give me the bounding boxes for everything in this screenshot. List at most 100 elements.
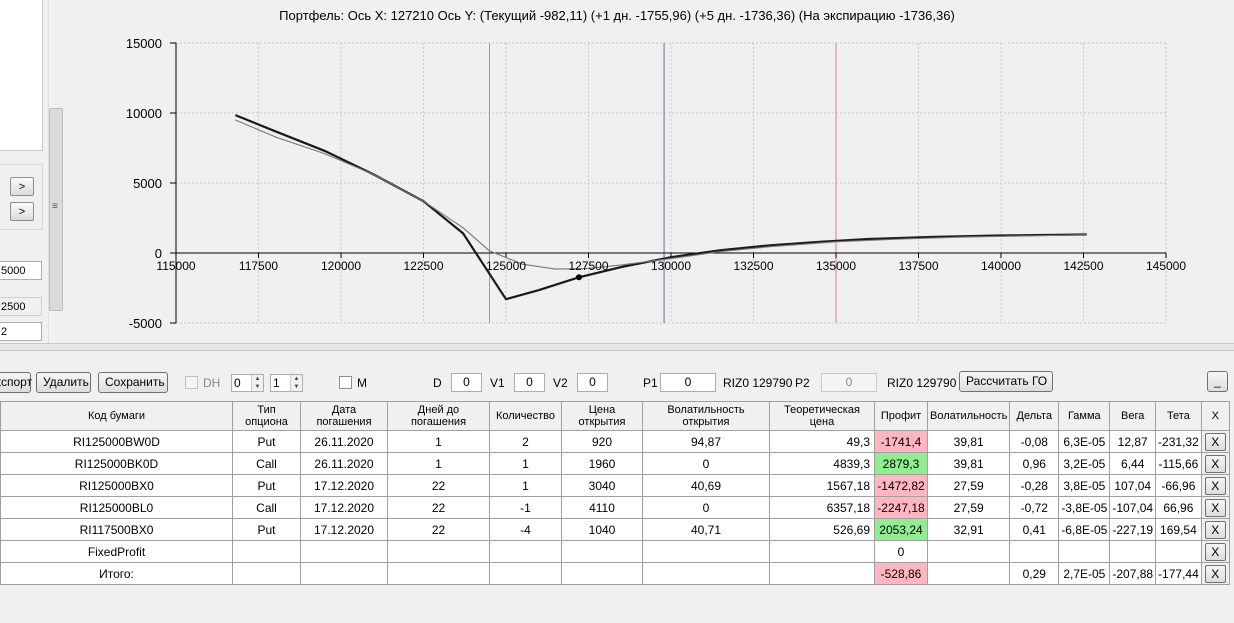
cell-theo[interactable]: 6357,18 [769,496,875,519]
cell-qty[interactable]: -4 [489,518,562,541]
cell-open-price[interactable]: 920 [561,430,643,453]
cell-gamma[interactable]: 3,8E-05 [1058,474,1111,497]
cell-code[interactable]: RI117500BX0 [0,518,233,541]
col-header-vega[interactable]: Вега [1109,401,1157,431]
cell-profit[interactable]: -1741,4 [874,430,928,453]
v1-input[interactable]: 0 [514,373,545,392]
spin-1-up-icon[interactable]: ▲ [251,375,263,383]
col-header-theta[interactable]: Тета [1155,401,1202,431]
cell-type[interactable]: Put [232,430,301,453]
cell-type[interactable]: Call [232,496,301,519]
left-field-1[interactable]: 5000 [0,261,42,280]
next-button-2[interactable]: > [10,202,34,221]
minimize-button[interactable]: _ [1207,371,1228,392]
remove-row-button[interactable]: X [1204,564,1226,583]
col-header-date[interactable]: Дата погашения [300,401,388,431]
p1-input[interactable]: 0 [660,373,716,392]
remove-row-button[interactable]: X [1204,520,1226,539]
table-row[interactable]: RI117500BX0 Put 17.12.2020 22 -4 1040 40… [0,518,1230,541]
d-input[interactable]: 0 [451,373,482,392]
cell-vol[interactable]: 39,81 [926,430,1011,453]
col-header-profit[interactable]: Профит [874,401,928,431]
next-button-1[interactable]: > [10,177,34,196]
col-header-vol[interactable]: Волатильность [926,401,1011,431]
cell-vega[interactable]: 107,04 [1109,474,1157,497]
cell-gamma[interactable]: -3,8E-05 [1058,496,1111,519]
cell-profit[interactable]: 2053,24 [874,518,928,541]
cell-open-price[interactable]: 4110 [561,496,643,519]
spin-2[interactable]: 1 ▲ ▼ [270,374,303,392]
col-header-delta[interactable]: Дельта [1009,401,1060,431]
cell-delta[interactable]: -0,72 [1009,496,1060,519]
cell-days[interactable]: 1 [387,430,490,453]
col-header-code[interactable]: Код бумаги [0,401,233,431]
v2-input[interactable]: 0 [577,373,608,392]
col-header-days[interactable]: Дней до погашения [387,401,490,431]
cell-vol[interactable]: 39,81 [926,452,1011,475]
cell-theta[interactable]: 66,96 [1155,496,1202,519]
table-row[interactable]: RI125000BX0 Put 17.12.2020 22 1 3040 40,… [0,474,1230,497]
cell-open-vol[interactable]: 40,69 [642,474,770,497]
cell-date[interactable]: 26.11.2020 [300,452,388,475]
cell-profit[interactable]: 2879,3 [874,452,928,475]
col-header-type[interactable]: Тип опциона [232,401,301,431]
table-row[interactable]: RI125000BW0D Put 26.11.2020 1 2 920 94,8… [0,430,1230,453]
spin-1-down-icon[interactable]: ▼ [251,383,263,391]
cell-vol[interactable]: 27,59 [926,474,1011,497]
cell-days[interactable]: 22 [387,474,490,497]
cell-gamma[interactable]: 3,2E-05 [1058,452,1111,475]
cell-date[interactable]: 17.12.2020 [300,518,388,541]
cell-qty[interactable]: 2 [489,430,562,453]
cell-profit[interactable]: 0 [874,540,928,563]
cell-code[interactable]: RI125000BX0 [0,474,233,497]
table-row[interactable]: RI125000BK0D Call 26.11.2020 1 1 1960 0 … [0,452,1230,475]
calc-go-button[interactable]: Рассчитать ГО [959,371,1053,392]
cell-qty[interactable]: 1 [489,452,562,475]
left-panel-scroll-thumb[interactable]: ≡ [49,108,63,311]
spin-1[interactable]: 0 ▲ ▼ [231,374,264,392]
cell-vol[interactable]: 27,59 [926,496,1011,519]
cell-days[interactable]: 1 [387,452,490,475]
cell-days[interactable]: 22 [387,518,490,541]
left-field-3[interactable]: 2 [0,322,42,341]
spin-2-up-icon[interactable]: ▲ [290,375,302,383]
cell-open-price[interactable]: 1960 [561,452,643,475]
cell-code[interactable]: RI125000BW0D [0,430,233,453]
cell-code[interactable]: RI125000BL0 [0,496,233,519]
save-button[interactable]: Сохранить [98,372,168,393]
cell-theo[interactable]: 1567,18 [769,474,875,497]
col-header-qty[interactable]: Количество [489,401,562,431]
cell-open-vol[interactable]: 0 [642,452,770,475]
cell-days[interactable]: 22 [387,496,490,519]
cell-theo[interactable]: 49,3 [769,430,875,453]
cell-vega[interactable]: -107,04 [1109,496,1157,519]
cell-type[interactable]: Call [232,452,301,475]
remove-row-button[interactable]: X [1204,476,1226,495]
delete-button[interactable]: Удалить [36,372,91,393]
remove-row-button[interactable]: X [1204,432,1226,451]
cell-vega[interactable]: 12,87 [1109,430,1157,453]
cell-qty[interactable]: 1 [489,474,562,497]
col-header-open-vol[interactable]: Волатильность открытия [642,401,770,431]
cell-open-price[interactable]: 3040 [561,474,643,497]
cell-qty[interactable]: -1 [489,496,562,519]
cell-delta[interactable]: 0,41 [1009,518,1060,541]
table-row[interactable]: RI125000BL0 Call 17.12.2020 22 -1 4110 0… [0,496,1230,519]
remove-row-button[interactable]: X [1204,454,1226,473]
cell-code[interactable]: RI125000BK0D [0,452,233,475]
cell-theta[interactable]: -231,32 [1155,430,1202,453]
cell-date[interactable]: 26.11.2020 [300,430,388,453]
cell-theo[interactable]: 526,69 [769,518,875,541]
m-checkbox[interactable] [339,376,352,389]
remove-row-button[interactable]: X [1204,542,1226,561]
export-button[interactable]: Экспорт [0,372,32,393]
cell-vega[interactable]: -227,19 [1109,518,1157,541]
cell-gamma[interactable]: -6,8E-05 [1058,518,1111,541]
cell-delta[interactable]: -0,08 [1009,430,1060,453]
cell-date[interactable]: 17.12.2020 [300,474,388,497]
cell-vega[interactable]: 6,44 [1109,452,1157,475]
cell-profit[interactable]: -2247,18 [874,496,928,519]
fixed-profit-row[interactable]: FixedProfit 0 X [0,540,1230,563]
cell-vol[interactable]: 32,91 [926,518,1011,541]
cell-profit[interactable]: -1472,82 [874,474,928,497]
